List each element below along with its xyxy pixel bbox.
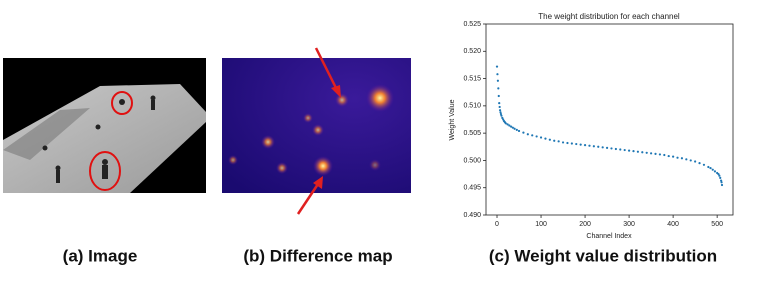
y-axis-label: Weight Value — [449, 99, 456, 140]
point — [718, 174, 721, 177]
point — [497, 94, 500, 98]
point — [614, 147, 617, 151]
point — [720, 181, 723, 184]
point — [694, 160, 697, 163]
point — [627, 149, 631, 152]
point — [597, 145, 600, 148]
point — [500, 114, 503, 117]
point — [680, 157, 684, 160]
point — [717, 172, 720, 176]
point — [685, 158, 688, 161]
point — [506, 123, 509, 126]
point — [498, 105, 501, 109]
point — [658, 153, 662, 156]
x-tick-label: 500 — [711, 221, 723, 228]
heatmap — [222, 47, 411, 215]
point — [531, 134, 534, 137]
chart-title: The weight distribution for each channel — [538, 12, 680, 21]
point — [579, 143, 582, 146]
y-tick-label: 0.495 — [463, 185, 481, 192]
caption: (c) Weight value distribution — [489, 246, 717, 265]
point — [498, 109, 502, 112]
point — [623, 148, 626, 152]
x-tick-label: 300 — [623, 221, 635, 228]
point — [509, 125, 513, 128]
point — [498, 102, 501, 105]
point — [632, 150, 635, 153]
y-tick-label: 0.515 — [463, 75, 481, 82]
x-tick-label: 0 — [495, 221, 499, 228]
point — [502, 118, 505, 121]
point — [495, 65, 499, 68]
point — [497, 87, 500, 90]
point — [522, 131, 525, 134]
point — [641, 151, 644, 154]
point — [561, 141, 565, 144]
point — [601, 146, 604, 149]
point — [496, 73, 499, 76]
point — [592, 145, 595, 148]
point — [645, 151, 648, 154]
point — [676, 156, 679, 159]
point — [566, 141, 569, 145]
y-tick-label: 0.510 — [463, 103, 481, 110]
point — [610, 147, 613, 150]
x-axis-label: Channel Index — [586, 233, 632, 240]
y-tick-label: 0.505 — [463, 130, 481, 137]
point — [702, 163, 706, 166]
y-tick-label: 0.490 — [463, 212, 481, 219]
point — [719, 176, 722, 179]
point — [654, 152, 657, 155]
point — [672, 155, 675, 158]
point — [557, 140, 560, 143]
point — [526, 133, 529, 136]
point — [689, 159, 692, 162]
point — [544, 137, 547, 140]
point — [570, 142, 573, 145]
point — [713, 170, 717, 173]
x-tick-label: 200 — [579, 221, 591, 228]
x-tick-label: 400 — [667, 221, 679, 228]
point — [515, 128, 518, 131]
y-tick-label: 0.525 — [463, 21, 481, 28]
point — [707, 165, 710, 169]
point — [663, 153, 666, 157]
point — [548, 138, 551, 141]
point — [636, 150, 639, 153]
point — [496, 79, 499, 82]
point — [553, 139, 556, 142]
point — [667, 154, 670, 158]
point — [539, 136, 543, 139]
caption: (b) Difference map — [243, 246, 392, 265]
plot-frame — [485, 23, 734, 216]
x-tick-label: 100 — [535, 221, 547, 228]
y-tick-label: 0.520 — [463, 48, 481, 55]
point — [619, 148, 622, 151]
point — [504, 122, 507, 125]
point — [513, 127, 516, 130]
caption: (a) Image — [63, 246, 138, 265]
point — [583, 144, 587, 147]
point — [508, 124, 511, 127]
point — [535, 135, 538, 138]
point — [517, 129, 521, 133]
point — [698, 162, 701, 165]
point — [575, 142, 578, 146]
point — [650, 152, 653, 155]
point — [588, 144, 591, 147]
y-tick-label: 0.500 — [463, 157, 481, 164]
point — [511, 126, 514, 129]
photo — [3, 58, 206, 193]
point — [501, 116, 504, 119]
point — [709, 166, 712, 170]
point — [605, 146, 609, 149]
point — [720, 183, 724, 187]
point — [711, 168, 714, 171]
